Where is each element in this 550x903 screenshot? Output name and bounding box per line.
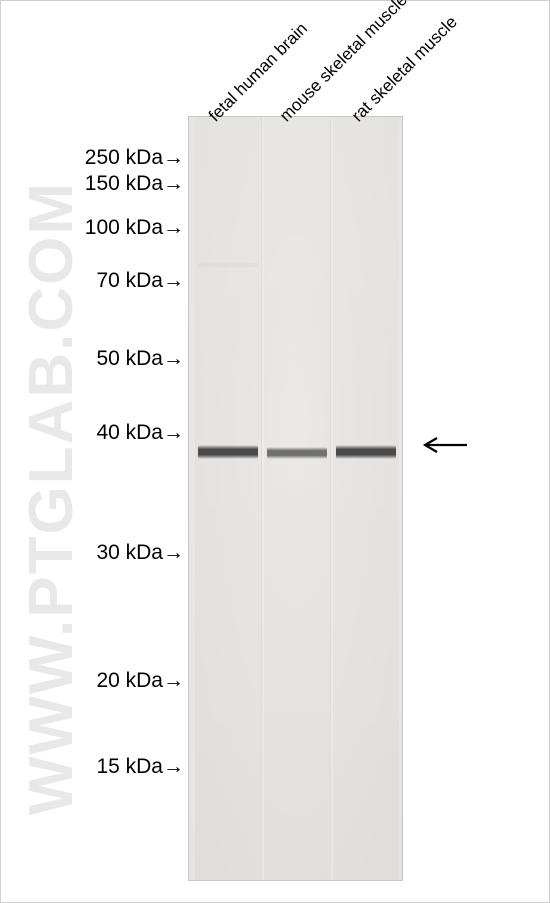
mw-marker-label: 100 kDa→ (1, 216, 184, 240)
mw-marker-label: 15 kDa→ (1, 755, 184, 779)
mw-marker-label: 250 kDa→ (1, 146, 184, 170)
protein-band (198, 445, 258, 459)
mw-marker-label: 40 kDa→ (1, 421, 184, 445)
mw-marker-label: 30 kDa→ (1, 541, 184, 565)
blot-lane (195, 117, 261, 880)
mw-marker-label: 150 kDa→ (1, 172, 184, 196)
lane-labels-group: fetal human brainmouse skeletal musclera… (1, 1, 549, 121)
protein-band (198, 262, 258, 268)
protein-band (267, 447, 327, 459)
blot-membrane (188, 116, 403, 881)
protein-band (336, 445, 396, 459)
mw-marker-label: 70 kDa→ (1, 269, 184, 293)
blot-lane (264, 117, 330, 880)
lane-divider (261, 117, 262, 880)
blot-lane (333, 117, 399, 880)
lane-divider (330, 117, 331, 880)
band-arrow (419, 435, 469, 460)
mw-marker-label: 20 kDa→ (1, 669, 184, 693)
mw-marker-label: 50 kDa→ (1, 347, 184, 371)
figure-container: WWW.PTGLAB.COM fetal human brainmouse sk… (0, 0, 550, 903)
